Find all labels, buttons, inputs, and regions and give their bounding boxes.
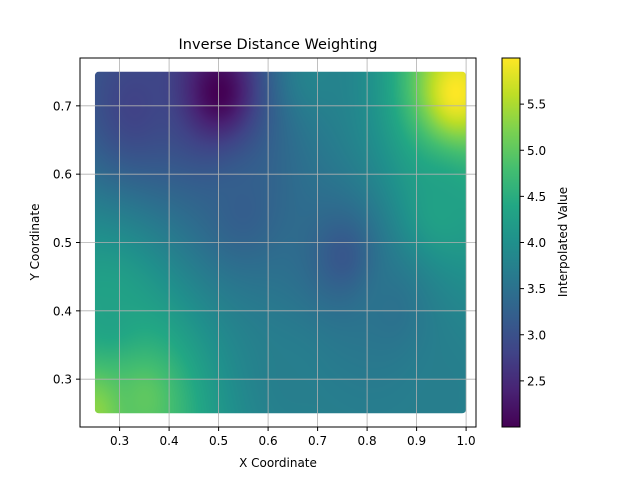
colorbar-gradient xyxy=(502,58,520,427)
chart-title: Inverse Distance Weighting xyxy=(179,37,378,53)
y-axis-ticks: 0.3 0.4 0.5 0.6 0.7 xyxy=(53,99,80,387)
y-tick-label: 0.3 xyxy=(53,373,72,387)
y-tick-label: 0.7 xyxy=(53,99,72,113)
y-tick-label: 0.6 xyxy=(53,168,72,182)
colorbar-tick-label: 3.0 xyxy=(527,328,546,342)
x-tick-label: 1.0 xyxy=(457,434,476,448)
x-tick-label: 0.7 xyxy=(308,434,327,448)
colorbar-tick-label: 5.0 xyxy=(527,144,546,158)
colorbar-tick-label: 3.5 xyxy=(527,282,546,296)
x-tick-label: 0.3 xyxy=(110,434,129,448)
colorbar-tick-label: 2.5 xyxy=(527,374,546,388)
y-tick-label: 0.5 xyxy=(53,236,72,250)
plot-area: 0.3 0.4 0.5 0.6 0.7 0.8 0.9 1.0 0.3 0.4 0.5 0.6 0.7 xyxy=(53,57,477,448)
grid-lines xyxy=(80,58,476,427)
colorbar-tick-label: 5.5 xyxy=(527,98,546,112)
colorbar-label: Interpolated Value xyxy=(556,187,570,297)
y-axis-label: Y Coordinate xyxy=(28,204,42,282)
colorbar-tick-label: 4.0 xyxy=(527,236,546,250)
x-tick-label: 0.8 xyxy=(358,434,377,448)
x-tick-label: 0.4 xyxy=(160,434,179,448)
colorbar: 2.5 3.0 3.5 4.0 4.5 5.0 5.5 xyxy=(501,57,546,428)
x-tick-label: 0.5 xyxy=(209,434,228,448)
colorbar-tick-label: 4.5 xyxy=(527,190,546,204)
x-tick-label: 0.6 xyxy=(259,434,278,448)
x-axis-label: X Coordinate xyxy=(239,456,317,470)
y-tick-label: 0.4 xyxy=(53,304,72,318)
x-tick-label: 0.9 xyxy=(407,434,426,448)
x-axis-ticks: 0.3 0.4 0.5 0.6 0.7 0.8 0.9 1.0 xyxy=(110,427,476,448)
colorbar-ticks: 2.5 3.0 3.5 4.0 4.5 5.0 5.5 xyxy=(520,98,546,388)
